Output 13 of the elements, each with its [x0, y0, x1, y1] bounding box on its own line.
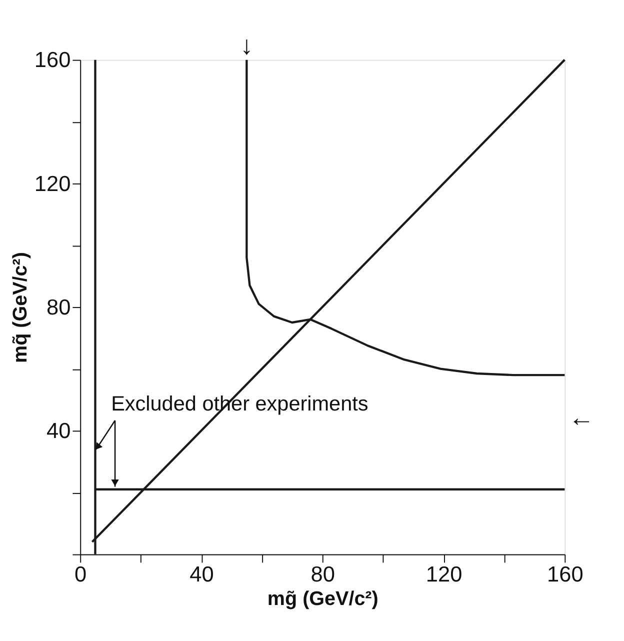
y-tick-label: 120: [34, 170, 71, 196]
y-axis-title: mq̃ (GeV/c²): [9, 252, 32, 363]
y-tick-label: 40: [46, 418, 71, 444]
x-tick-label: 40: [190, 561, 214, 586]
x-tick-label: 160: [547, 561, 584, 586]
y-tick-label: 80: [46, 294, 71, 320]
x-tick-label: 120: [426, 561, 462, 586]
x-axis-title: mg̃ (GeV/c²): [267, 588, 378, 610]
y-tick-label: 160: [34, 47, 71, 72]
x-tick-label: 80: [310, 561, 335, 586]
annotation: ↓: [240, 32, 254, 60]
text: ←: [568, 404, 594, 432]
x-tick-label: 0: [74, 561, 87, 586]
